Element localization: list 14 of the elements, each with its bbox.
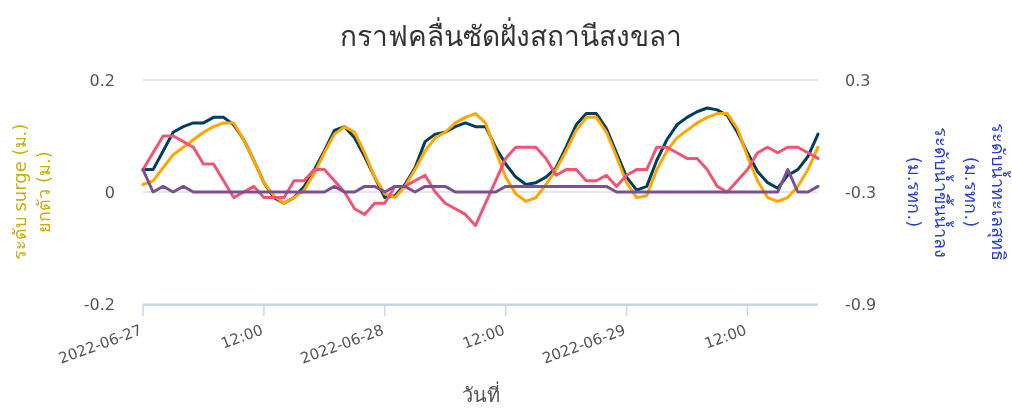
y-tick-label: 0.2 [89,71,115,90]
line-series [141,134,820,228]
y2-axis-title: ระดับน้ำทะเลสุทธิ (ม.รทก.) ระดับน้ำขึ้นน้ำลง (ม.รทก.) [904,123,1011,261]
y2-tick-label: -0.3 [845,183,877,202]
chart-title: กราฟคลื่นซัดฝั่งสถานีสงขลา [339,17,682,53]
y-tick-label: 0 [104,183,115,202]
y-axis-title: ระดับ surge (ม.) ยกตัว (ม.) [9,123,54,261]
x-tick-label: 12:00 [218,320,266,353]
y2-tick-label: 0.3 [845,71,871,90]
x-tick-label: 12:00 [460,320,508,353]
x-tick-label: 12:00 [702,320,749,353]
x-axis-title: วันที่ [461,381,500,407]
y2-tick-label: -0.9 [845,295,877,314]
y-tick-label: -0.2 [83,295,115,314]
